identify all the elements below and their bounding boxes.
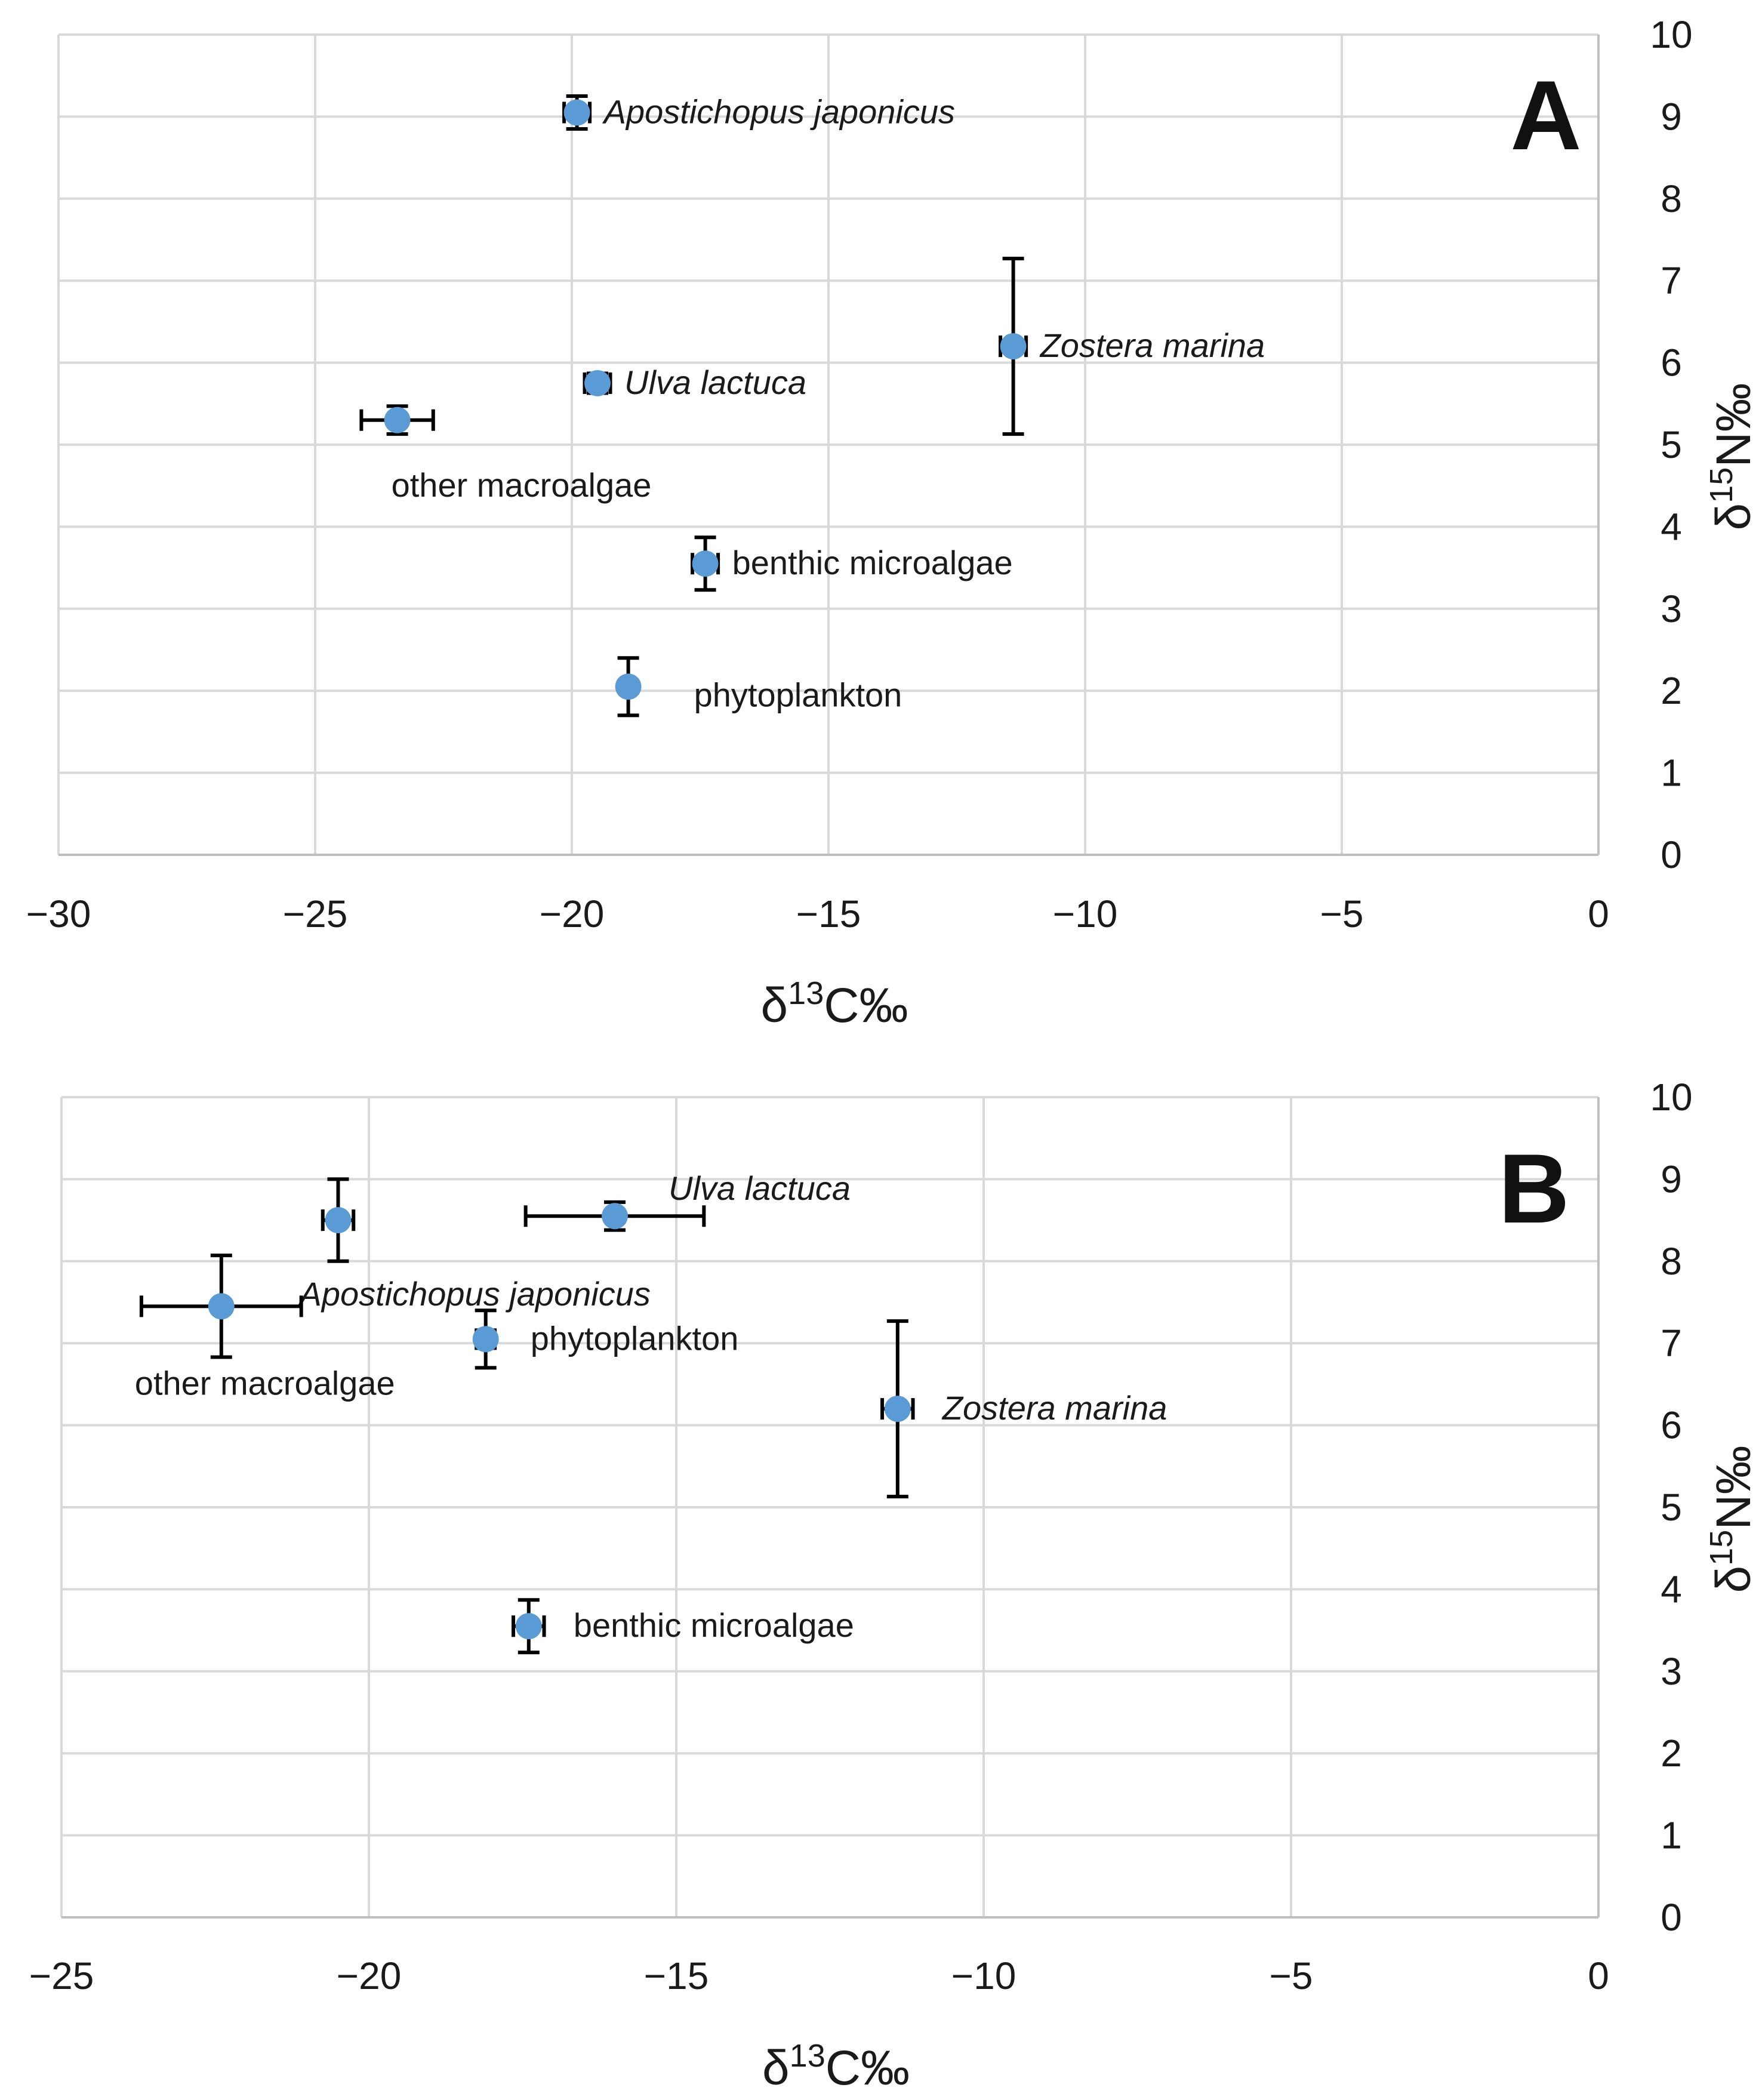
data-point xyxy=(1000,333,1027,360)
y-tick-label: 5 xyxy=(1661,1486,1682,1529)
data-point xyxy=(615,673,642,700)
data-point-group: Ulva lactuca xyxy=(583,364,806,401)
y-tick-label: 7 xyxy=(1661,259,1682,302)
x-axis-title: δ13C‰ xyxy=(761,975,908,1033)
y-tick-label: 3 xyxy=(1661,587,1682,630)
y-tick-label: 5 xyxy=(1661,423,1682,466)
x-tick-label: −30 xyxy=(26,892,91,935)
x-tick-label: −15 xyxy=(796,892,861,935)
data-point-group: phytoplankton xyxy=(615,656,902,718)
y-tick-label: 4 xyxy=(1661,505,1682,548)
data-point xyxy=(384,407,411,433)
y-tick-label: 2 xyxy=(1661,669,1682,712)
data-point xyxy=(563,99,590,126)
y-tick-label: 10 xyxy=(1650,1076,1692,1119)
data-point-label: benthic microalgae xyxy=(574,1606,854,1644)
y-tick-label: 6 xyxy=(1661,1404,1682,1447)
data-point xyxy=(515,1613,542,1640)
data-point-label: phytoplankton xyxy=(694,676,902,713)
x-tick-label: −25 xyxy=(283,892,348,935)
panel-letter: B xyxy=(1498,1134,1569,1243)
y-tick-label: 9 xyxy=(1661,95,1682,138)
data-point-group: Zostera marina xyxy=(999,257,1265,436)
x-tick-label: −20 xyxy=(540,892,605,935)
panel-b: −25 −20 −15 −10 −5 0 0 1 2 3 4 5 6 7 8 9 10 δ13C‰ δ15N‰ B Ap… xyxy=(29,1076,1761,2095)
data-point-label: other macroalgae xyxy=(135,1364,395,1402)
data-point xyxy=(692,550,719,577)
data-point xyxy=(602,1203,628,1230)
data-point-label: Zostera marina xyxy=(1039,327,1265,364)
y-tick-label: 7 xyxy=(1661,1322,1682,1365)
data-point-label: other macroalgae xyxy=(392,466,652,504)
panel-letter: A xyxy=(1510,60,1581,170)
x-axis-title: δ13C‰ xyxy=(762,2038,910,2095)
y-tick-label: 1 xyxy=(1661,1814,1682,1857)
x-tick-label: −10 xyxy=(951,1954,1016,1997)
data-point-label: benthic microalgae xyxy=(732,544,1013,581)
data-point-group: other macroalgae xyxy=(135,1254,395,1402)
data-point-group: benthic microalgae xyxy=(691,535,1013,592)
y-tick-label: 2 xyxy=(1661,1732,1682,1775)
data-point-label: Apostichopus japonicus xyxy=(298,1275,651,1313)
data-point-label: Ulva lactuca xyxy=(669,1169,851,1207)
data-point-group: Ulva lactuca xyxy=(523,1169,851,1232)
data-point-label: Ulva lactuca xyxy=(624,364,806,401)
y-tick-label: 0 xyxy=(1661,1896,1682,1939)
data-point-group: benthic microalgae xyxy=(512,1598,854,1655)
data-point xyxy=(472,1326,499,1353)
x-tick-label: −25 xyxy=(29,1954,94,1997)
y-axis-title: δ15N‰ xyxy=(1704,383,1761,531)
x-tick-label: −5 xyxy=(1270,1954,1313,1997)
x-tick-label: −15 xyxy=(644,1954,709,1997)
y-tick-label: 4 xyxy=(1661,1568,1682,1611)
y-tick-label: 8 xyxy=(1661,1240,1682,1283)
x-tick-label: −5 xyxy=(1320,892,1364,935)
y-tick-label: 0 xyxy=(1661,833,1682,876)
data-point xyxy=(208,1293,235,1320)
y-tick-label: 10 xyxy=(1650,13,1692,56)
data-point-label: phytoplankton xyxy=(531,1319,739,1357)
data-point-label: Zostera marina xyxy=(941,1389,1168,1427)
data-point xyxy=(584,369,611,396)
data-point xyxy=(325,1207,352,1234)
data-point-group: other macroalgae xyxy=(359,404,652,504)
x-tick-label: 0 xyxy=(1588,1954,1609,1997)
data-point-label: Apostichopus japonicus xyxy=(602,93,955,131)
data-point-group: Apostichopus japonicus xyxy=(298,1177,651,1313)
y-tick-label: 3 xyxy=(1661,1650,1682,1693)
data-point-group: Apostichopus japonicus xyxy=(562,93,955,131)
x-tick-label: 0 xyxy=(1588,892,1609,935)
y-tick-label: 1 xyxy=(1661,752,1682,795)
y-tick-label: 6 xyxy=(1661,341,1682,384)
x-tick-label: −20 xyxy=(337,1954,402,1997)
y-axis-title: δ15N‰ xyxy=(1704,1446,1761,1593)
y-tick-label: 9 xyxy=(1661,1157,1682,1200)
data-point-group: Zostera marina xyxy=(880,1319,1168,1499)
data-point xyxy=(884,1396,911,1422)
y-tick-label: 8 xyxy=(1661,177,1682,220)
data-point-group: phytoplankton xyxy=(472,1308,739,1370)
x-tick-label: −10 xyxy=(1053,892,1118,935)
panel-a: −30 −25 −20 −15 −10 −5 0 0 1 2 3 4 5 6 7 8 9 10 δ13C‰ δ15N‰… xyxy=(26,13,1761,1033)
